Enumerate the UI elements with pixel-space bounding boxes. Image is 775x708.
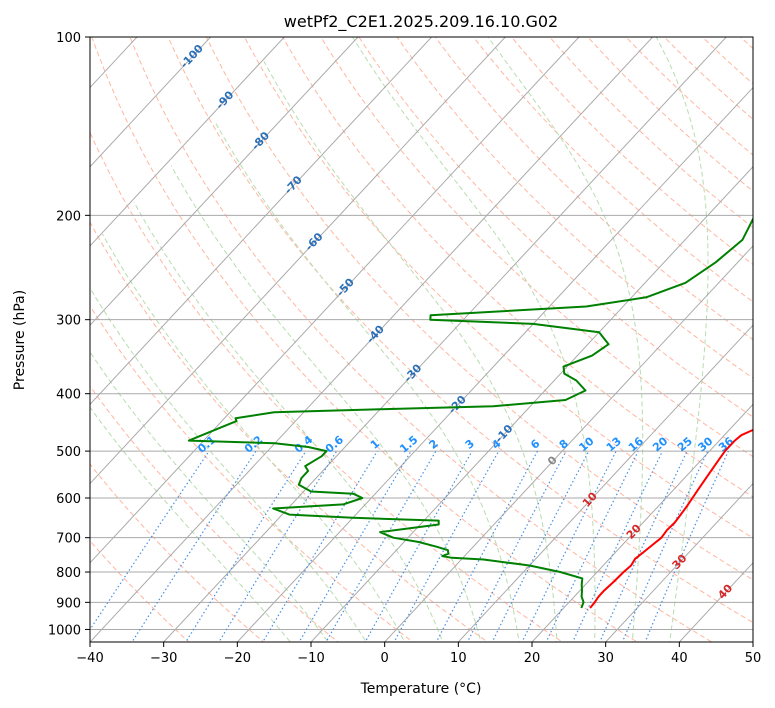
x-tick-label: 30 xyxy=(597,651,614,666)
mixing-ratio-line xyxy=(435,450,539,642)
temperature-profile-line xyxy=(589,428,753,609)
dry-adiabat xyxy=(90,221,489,642)
mixing-ratio-label: 0.4 xyxy=(292,433,316,456)
dry-adiabat xyxy=(663,37,753,120)
isotherm-line xyxy=(90,37,286,247)
y-tick-label: 300 xyxy=(56,314,81,329)
isotherm-line xyxy=(310,165,753,642)
isotherm-line xyxy=(162,37,728,642)
mixing-ratio-line xyxy=(644,450,729,642)
dry-adiabat xyxy=(625,37,753,156)
moist-adiabat xyxy=(133,201,444,642)
y-tick-label: 100 xyxy=(56,31,81,46)
isotherm-line xyxy=(90,37,212,168)
x-tick-label: 20 xyxy=(524,651,541,666)
mixing-ratio-line xyxy=(621,450,709,642)
dry-adiabat xyxy=(510,37,753,266)
dry-adiabat xyxy=(129,37,713,642)
y-axis-label: Pressure (hPa) xyxy=(12,290,28,390)
dry-adiabat xyxy=(90,540,190,642)
y-tick-label: 900 xyxy=(56,596,81,611)
chart-title: wetPf2_C2E1.2025.209.16.10.G02 xyxy=(284,12,558,32)
isotherm-line xyxy=(531,403,753,642)
y-tick-label: 500 xyxy=(56,445,81,460)
x-tick-label: −30 xyxy=(150,651,177,666)
dry-adiabat xyxy=(320,37,753,458)
mixing-ratio-line xyxy=(545,450,639,642)
isotherm-line xyxy=(383,245,753,642)
dry-adiabat xyxy=(764,24,775,654)
dry-adiabat xyxy=(205,37,753,581)
mixing-ratio-line xyxy=(131,450,257,642)
mixing-ratio-label: 6 xyxy=(528,437,542,452)
moist-adiabat xyxy=(90,287,367,642)
axes: −40 −30 −20 −10 0 10 20 30 40 5010020030040050060… xyxy=(48,31,761,666)
mixing-ratio-line xyxy=(90,450,210,631)
isotherm-line xyxy=(236,86,753,642)
isotherm-line xyxy=(90,37,654,642)
mixing-ratio-line xyxy=(521,450,617,642)
dry-adiabat xyxy=(549,37,753,229)
dry-adiabat xyxy=(90,131,564,642)
plot-frame xyxy=(89,36,754,643)
isotherm-line xyxy=(90,37,359,326)
isotherm-line xyxy=(604,482,753,642)
mixing-ratio-line xyxy=(393,450,500,642)
mixing-ratio-label: 1.5 xyxy=(397,433,420,455)
dry-adiabat xyxy=(90,463,265,642)
isotherm-line xyxy=(457,324,753,642)
dry-adiabat xyxy=(91,37,638,642)
x-tick-label: 50 xyxy=(745,651,762,666)
x-tick-label: −40 xyxy=(76,651,103,666)
sounding-profiles xyxy=(187,202,753,609)
mixing-ratio-line xyxy=(185,450,307,642)
moist-adiabat xyxy=(655,37,709,642)
mixing-ratio-line xyxy=(364,450,473,642)
skewt-background-lines xyxy=(0,24,775,654)
x-tick-label: −20 xyxy=(224,651,251,666)
dry-adiabat xyxy=(167,37,753,624)
moist-adiabat xyxy=(90,351,329,642)
y-tick-label: 400 xyxy=(56,388,81,403)
y-tick-label: 800 xyxy=(56,566,81,581)
isotherm-line xyxy=(752,641,753,642)
dewpoint-profile-line xyxy=(187,202,753,609)
dry-adiabat xyxy=(358,37,753,418)
mixing-ratio-line xyxy=(262,450,378,642)
isotherm-line xyxy=(90,37,580,564)
x-axis-label: Temperature (°C) xyxy=(360,681,482,697)
dry-adiabat xyxy=(739,37,753,50)
moist-adiabat xyxy=(101,233,406,642)
moist-adiabat xyxy=(170,165,482,642)
y-tick-label: 200 xyxy=(56,209,81,224)
isotherm-line xyxy=(90,37,433,406)
x-tick-label: 0 xyxy=(381,651,389,666)
isotherm-line xyxy=(90,37,507,485)
x-tick-label: 10 xyxy=(450,651,467,666)
mixing-ratio-line xyxy=(466,450,567,642)
y-tick-label: 1000 xyxy=(48,623,81,638)
y-tick-label: 700 xyxy=(56,532,81,547)
moist-adiabat xyxy=(215,123,520,642)
dry-adiabat xyxy=(90,385,340,642)
dry-adiabat xyxy=(90,305,414,642)
dry-adiabat xyxy=(282,37,753,498)
mixing-ratio-label: 8 xyxy=(557,437,571,452)
moist-adiabat xyxy=(263,61,558,642)
x-tick-label: −10 xyxy=(297,651,324,666)
isotherm-line xyxy=(0,24,2,654)
moist-adiabat xyxy=(352,37,596,642)
mixing-ratio-label: 2 xyxy=(427,437,441,452)
dry-adiabat xyxy=(243,37,753,539)
mixing-ratio-line xyxy=(325,450,437,642)
mixing-ratio-line xyxy=(298,450,412,642)
moist-adiabat xyxy=(90,406,291,642)
y-tick-label: 600 xyxy=(56,492,81,507)
dry-adiabat xyxy=(701,37,753,85)
dry-adiabat xyxy=(472,37,753,303)
mixing-ratio-line xyxy=(218,450,338,642)
mixing-ratio-label: 3 xyxy=(463,437,477,452)
x-tick-label: 40 xyxy=(671,651,688,666)
